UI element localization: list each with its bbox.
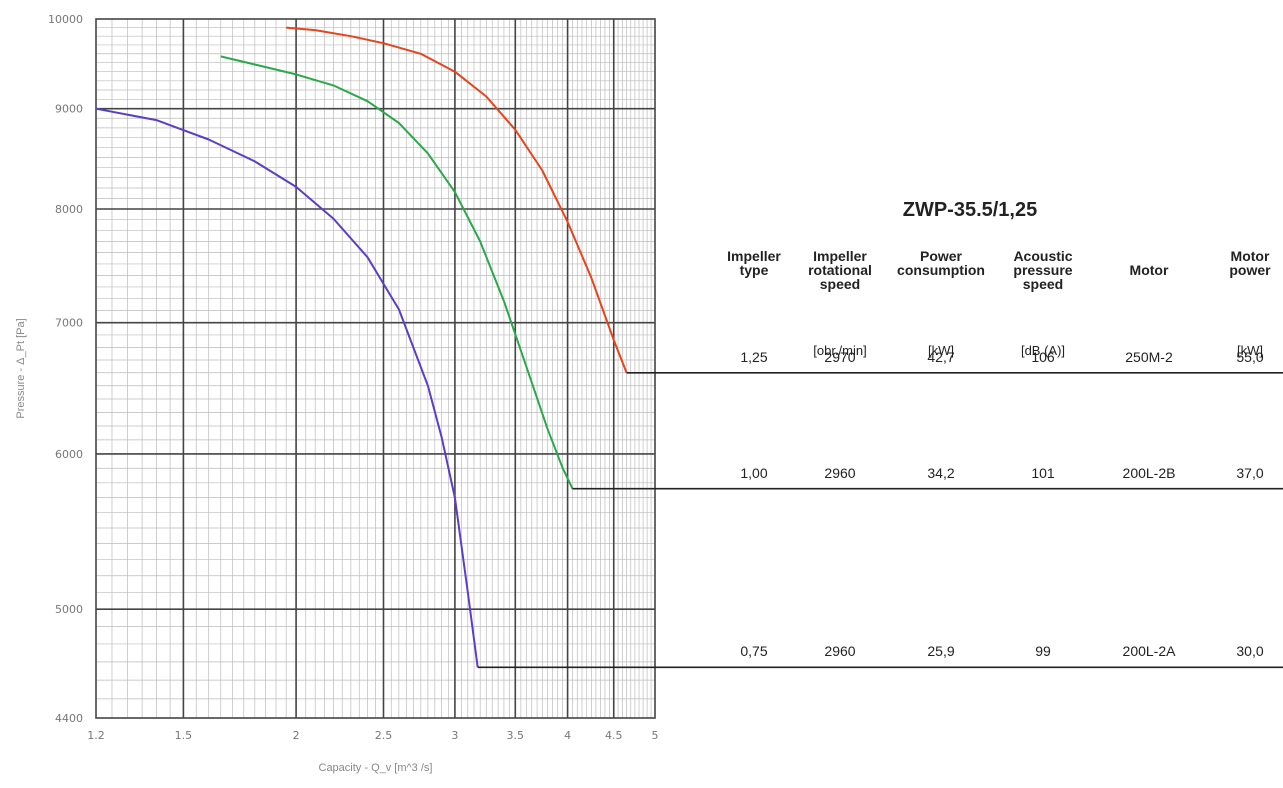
x-tick-label: 3.5 <box>507 729 525 742</box>
x-tick-label: 1.5 <box>175 729 193 742</box>
column-header-line: Motor <box>1130 263 1169 277</box>
y-axis-title: Pressure - Δ_Pt [Pa] <box>15 318 27 418</box>
chart-grid <box>96 19 655 718</box>
table-cell: 1,00 <box>740 465 767 481</box>
table-cell: 101 <box>1031 465 1054 481</box>
table-cell: 2970 <box>824 349 855 365</box>
table-cell: 2960 <box>824 465 855 481</box>
table-cell: 2960 <box>824 643 855 659</box>
x-tick-label: 4.5 <box>605 729 623 742</box>
column-header: Power consumption <box>897 249 985 277</box>
y-tick-label: 9000 <box>55 103 83 116</box>
column-header-line: Motor <box>1229 249 1270 263</box>
series-line-1 <box>286 28 626 373</box>
column-header-line: rotational <box>808 263 872 277</box>
column-header-line: Power <box>897 249 985 263</box>
table-cell: 200L-2A <box>1123 643 1176 659</box>
series-line-3 <box>96 109 478 668</box>
y-tick-label: 10000 <box>48 13 83 26</box>
y-tick-label: 4400 <box>55 712 83 725</box>
column-header-line: Impeller <box>727 249 781 263</box>
column-header-line: consumption <box>897 263 985 277</box>
table-cell: 34,2 <box>927 465 954 481</box>
table-cell: 37,0 <box>1236 465 1263 481</box>
table-cell: 106 <box>1031 349 1054 365</box>
column-header-line: power <box>1229 263 1270 277</box>
column-header-line: pressure <box>1013 263 1072 277</box>
x-tick-label: 4 <box>564 729 571 742</box>
x-tick-label: 3 <box>451 729 458 742</box>
table-cell: 1,25 <box>740 349 767 365</box>
table-cell: 42,7 <box>927 349 954 365</box>
row-leader-lines <box>478 373 1283 668</box>
column-header: Motor <box>1130 263 1169 277</box>
table-title: ZWP-35.5/1,25 <box>820 199 1120 222</box>
x-axis-title: Capacity - Q_v [m^3 /s] <box>319 762 433 774</box>
column-header-line: Impeller <box>808 249 872 263</box>
column-header-line: Acoustic <box>1013 249 1072 263</box>
y-tick-label: 7000 <box>55 317 83 330</box>
y-tick-label: 5000 <box>55 603 83 616</box>
column-header: Motor power <box>1229 249 1270 277</box>
column-header-line: speed <box>1013 277 1072 291</box>
x-tick-label: 2.5 <box>375 729 393 742</box>
table-cell: 55,0 <box>1236 349 1263 365</box>
table-cell: 99 <box>1035 643 1051 659</box>
axis-titles: Capacity - Q_v [m^3 /s] Pressure - Δ_Pt [… <box>15 318 432 774</box>
series-line-2 <box>221 56 573 488</box>
column-header-line: type <box>727 263 781 277</box>
table-cell: 25,9 <box>927 643 954 659</box>
column-header-line: speed <box>808 277 872 291</box>
table-cell: 30,0 <box>1236 643 1263 659</box>
y-tick-label: 8000 <box>55 203 83 216</box>
column-header: Impeller type <box>727 249 781 277</box>
column-header: Acoustic pressure speed <box>1013 249 1072 291</box>
table-cell: 250M-2 <box>1125 349 1172 365</box>
column-header: Impeller rotational speed <box>808 249 872 291</box>
x-tick-label: 1.2 <box>87 729 105 742</box>
x-tick-label: 2 <box>293 729 300 742</box>
x-tick-label: 5 <box>652 729 659 742</box>
table-cell: 200L-2B <box>1123 465 1176 481</box>
table-cell: 0,75 <box>740 643 767 659</box>
y-tick-label: 6000 <box>55 448 83 461</box>
